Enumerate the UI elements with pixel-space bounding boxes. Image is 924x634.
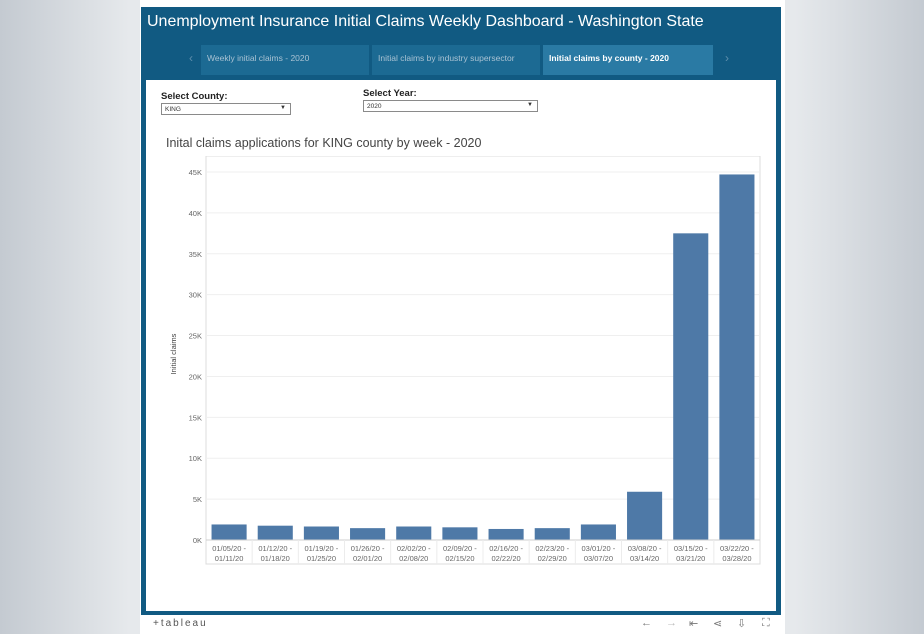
y-tick-label: 15K: [189, 413, 202, 422]
bar: [442, 527, 478, 540]
x-tick-label: 02/22/20: [491, 554, 520, 563]
y-tick-label: 40K: [189, 209, 202, 218]
tab-weekly-initial-claims[interactable]: Weekly initial claims - 2020: [201, 45, 369, 75]
chart-title: Inital claims applications for KING coun…: [166, 136, 482, 150]
bar: [719, 174, 755, 540]
x-tick-label: 03/01/20 -: [582, 544, 616, 553]
y-tick-label: 45K: [189, 168, 202, 177]
x-tick-label: 02/09/20 -: [443, 544, 477, 553]
x-tick-label: 02/01/20: [353, 554, 382, 563]
bar: [396, 526, 432, 540]
y-tick-label: 0K: [193, 536, 202, 545]
x-tick-label: 03/14/20: [630, 554, 659, 563]
bar: [627, 491, 663, 540]
revert-icon[interactable]: ⇤: [689, 618, 699, 630]
y-tick-label: 10K: [189, 454, 202, 463]
x-tick-label: 01/11/20: [215, 554, 244, 563]
year-filter-label: Select Year:: [363, 88, 417, 99]
tab-claims-by-county[interactable]: Initial claims by county - 2020: [543, 45, 713, 75]
bar: [303, 526, 339, 540]
bar: [350, 528, 386, 540]
x-tick-label: 03/07/20: [584, 554, 613, 563]
x-tick-label: 03/08/20 -: [628, 544, 662, 553]
redo-icon[interactable]: →: [666, 617, 677, 629]
x-tick-label: 03/15/20 -: [674, 544, 708, 553]
county-select[interactable]: KING ▼: [161, 103, 291, 115]
bar-chart: 0K 5K 10K 15K 20K 25K 30K 35K 40K 45K Initial clai…: [169, 156, 761, 565]
x-tick-label: 02/29/20: [538, 554, 567, 563]
tab-scroll-left-icon[interactable]: ‹: [189, 51, 193, 65]
tab-claims-by-industry[interactable]: Initial claims by industry supersector: [372, 45, 540, 75]
tableau-logo: +tableau: [153, 618, 208, 629]
x-tick-label: 01/05/20 -: [212, 544, 246, 553]
y-tick-label: 25K: [189, 332, 202, 341]
bar: [211, 524, 247, 540]
y-tick-label: 35K: [189, 250, 202, 259]
bar: [534, 528, 570, 540]
county-filter-label: Select County:: [161, 91, 228, 102]
bar: [257, 525, 293, 540]
share-icon[interactable]: ⋖: [713, 618, 723, 630]
x-tick-label: 03/21/20: [676, 554, 705, 563]
y-tick-label: 5K: [193, 495, 202, 504]
x-tick-label: 01/12/20 -: [258, 544, 292, 553]
year-select-value: 2020: [367, 103, 382, 110]
x-tick-label: 02/23/20 -: [535, 544, 569, 553]
download-icon[interactable]: ⇩: [737, 618, 747, 630]
y-tick-label: 20K: [189, 372, 202, 381]
y-tick-label: 30K: [189, 291, 202, 300]
x-tick-label: 03/28/20: [722, 554, 751, 563]
x-tick-label: 01/25/20: [307, 554, 336, 563]
dashboard-panel: Select County: KING ▼ Select Year: 2020 …: [146, 80, 776, 611]
bar: [673, 233, 709, 540]
x-tick-label: 03/22/20 -: [720, 544, 754, 553]
x-tick-label: 02/16/20 -: [489, 544, 523, 553]
county-select-value: KING: [165, 106, 181, 113]
chevron-down-icon: ▼: [527, 102, 533, 108]
x-tick-label: 02/15/20: [445, 554, 474, 563]
tableau-toolbar: +tableau ← → ⇤ ⋖ ⇩ ⛶: [141, 615, 781, 634]
x-tick-label: 01/26/20 -: [351, 544, 385, 553]
bar: [488, 528, 524, 540]
dashboard-title: Unemployment Insurance Initial Claims We…: [147, 13, 704, 30]
y-axis-label: Initial claims: [169, 333, 178, 374]
chevron-down-icon: ▼: [280, 105, 286, 111]
x-tick-label: 01/19/20 -: [305, 544, 339, 553]
tab-scroll-right-icon[interactable]: ›: [725, 51, 729, 65]
fullscreen-icon[interactable]: ⛶: [762, 617, 770, 629]
bar: [580, 524, 616, 540]
tab-bar: Weekly initial claims - 2020 Initial cla…: [201, 45, 721, 75]
x-tick-label: 02/02/20 -: [397, 544, 431, 553]
x-tick-label: 01/18/20: [261, 554, 290, 563]
year-select[interactable]: 2020 ▼: [363, 100, 538, 112]
undo-icon[interactable]: ←: [641, 617, 652, 629]
x-tick-label: 02/08/20: [399, 554, 428, 563]
